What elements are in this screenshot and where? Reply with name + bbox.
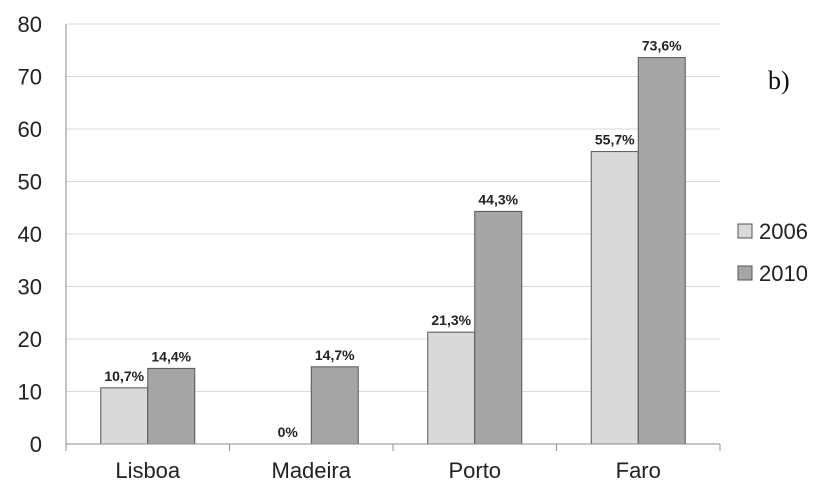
legend-swatch-2010 <box>737 265 753 281</box>
bar-2010-porto <box>474 210 523 445</box>
y-tick-label: 80 <box>18 12 42 37</box>
x-tick-label: Lisboa <box>115 458 181 483</box>
data-label: 14,7% <box>315 347 355 363</box>
y-tick-label: 20 <box>18 327 42 352</box>
bar-2010-faro <box>637 57 686 445</box>
bar-2006-porto <box>427 331 476 445</box>
x-tick-label: Porto <box>448 458 501 483</box>
bar-2010-lisboa <box>147 367 196 445</box>
bar-2006-lisboa <box>100 387 149 445</box>
y-tick-label: 10 <box>18 380 42 405</box>
data-label: 73,6% <box>642 38 682 54</box>
gridlines <box>66 23 720 392</box>
data-label: 44,3% <box>478 191 518 207</box>
bar-2010-madeira <box>310 366 359 445</box>
legend-label: 2010 <box>759 261 808 286</box>
y-axis: 0 10 20 30 40 50 60 70 80 <box>18 12 67 457</box>
data-label: 14,4% <box>151 348 191 364</box>
x-axis: Lisboa Madeira Porto Faro <box>65 443 721 483</box>
y-tick-label: 30 <box>18 275 42 300</box>
legend-label: 2006 <box>759 219 808 244</box>
bar-2006-faro <box>590 151 639 445</box>
y-tick-label: 50 <box>18 170 42 195</box>
data-label: 10,7% <box>104 368 144 384</box>
y-tick-label: 0 <box>30 432 42 457</box>
panel-label: b) <box>768 66 790 95</box>
x-tick-label: Madeira <box>272 458 352 483</box>
legend: 2006 2010 <box>737 219 808 286</box>
data-label: 55,7% <box>595 132 635 148</box>
y-tick-label: 70 <box>18 65 42 90</box>
x-tick-label: Faro <box>616 458 661 483</box>
data-label: 21,3% <box>431 312 471 328</box>
bars: 10,7% 14,4% 0% 14,7% 21,3% 44,3% 55,7% 73,6% <box>100 38 686 445</box>
y-tick-label: 60 <box>18 117 42 142</box>
legend-swatch-2006 <box>737 223 753 239</box>
data-label: 0% <box>278 424 299 440</box>
y-tick-label: 40 <box>18 222 42 247</box>
